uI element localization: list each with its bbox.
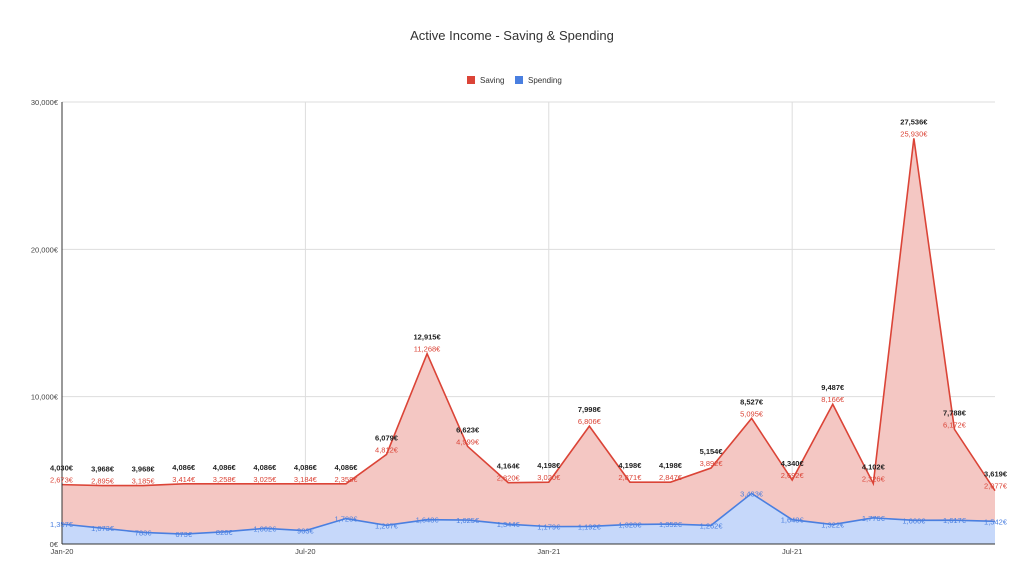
spending-label: 783€ xyxy=(135,528,153,537)
total-label: 7,788€ xyxy=(943,408,967,417)
saving-label: 2,077€ xyxy=(984,482,1008,491)
data-labels: 4,030€ 2,673€ 1,357€ 3,968€ 2,895€ 1,073€ 3,96… xyxy=(50,117,1008,539)
spending-label: 673€ xyxy=(175,530,193,539)
saving-label: 25,930€ xyxy=(900,129,928,138)
total-label: 9,487€ xyxy=(821,383,845,392)
saving-label: 2,673€ xyxy=(50,476,74,485)
x-tick-label: Jan-20 xyxy=(51,547,74,556)
total-label: 4,086€ xyxy=(172,463,196,472)
saving-label: 2,326€ xyxy=(862,475,886,484)
spending-label: 1,648€ xyxy=(781,516,805,525)
spending-label: 1,328€ xyxy=(618,520,642,529)
total-label: 6,623€ xyxy=(456,425,480,434)
spending-label: 1,648€ xyxy=(416,516,440,525)
legend-label-saving: Saving xyxy=(480,76,504,85)
axes: 0€ 10,000€ 20,000€ 30,000€ Jan-20 Jul-20 Jan-2… xyxy=(31,98,995,556)
saving-label: 2,847€ xyxy=(659,473,683,482)
saving-label: 2,895€ xyxy=(91,477,115,486)
saving-label: 2,871€ xyxy=(618,473,642,482)
spending-label: 1,073€ xyxy=(91,524,115,533)
total-label: 4,086€ xyxy=(294,463,318,472)
total-label: 3,968€ xyxy=(91,465,115,474)
spending-label: 903€ xyxy=(297,527,315,536)
total-label: 4,198€ xyxy=(659,461,683,470)
spending-label: 1,179€ xyxy=(537,523,561,532)
spending-label: 1,357€ xyxy=(50,520,74,529)
saving-label: 6,806€ xyxy=(578,417,602,426)
total-label: 4,164€ xyxy=(497,462,521,471)
saving-area xyxy=(62,138,995,545)
saving-label: 3,258€ xyxy=(213,475,237,484)
chart-title: Active Income - Saving & Spending xyxy=(410,28,614,43)
total-label: 4,102€ xyxy=(862,463,886,472)
spending-label: 3,433€ xyxy=(740,489,764,498)
spending-label: 1,192€ xyxy=(578,522,602,531)
spending-label: 1,352€ xyxy=(659,520,683,529)
total-label: 4,198€ xyxy=(537,461,561,470)
saving-label: 3,185€ xyxy=(132,477,156,486)
saving-line xyxy=(61,138,996,492)
y-tick-label: 30,000€ xyxy=(31,98,59,107)
spending-label: 1,344€ xyxy=(497,520,521,529)
total-label: 4,086€ xyxy=(253,463,277,472)
spending-label: 1,062€ xyxy=(253,524,277,533)
x-tick-label: Jul-21 xyxy=(782,547,802,556)
total-label: 4,340€ xyxy=(781,459,805,468)
total-label: 4,198€ xyxy=(618,461,642,470)
saving-label: 5,095€ xyxy=(740,409,764,418)
total-label: 27,536€ xyxy=(900,117,928,126)
total-label: 3,619€ xyxy=(984,470,1008,479)
spending-label: 828€ xyxy=(216,528,234,537)
spending-label: 1,267€ xyxy=(375,521,399,530)
total-label: 4,086€ xyxy=(334,463,358,472)
saving-label: 4,999€ xyxy=(456,437,480,446)
total-label: 8,527€ xyxy=(740,397,764,406)
legend-swatch-spending xyxy=(515,76,523,84)
x-tick-label: Jul-20 xyxy=(295,547,315,556)
plot-area xyxy=(61,138,996,545)
legend: Saving Spending xyxy=(467,76,562,85)
saving-label: 3,892€ xyxy=(700,459,724,468)
saving-label: 3,184€ xyxy=(294,475,318,484)
spending-label: 1,728€ xyxy=(334,515,358,524)
spending-label: 1,625€ xyxy=(456,516,480,525)
total-label: 4,030€ xyxy=(50,464,74,473)
spending-label: 1,542€ xyxy=(984,517,1008,526)
saving-label: 2,692€ xyxy=(781,471,805,480)
spending-area xyxy=(62,493,995,544)
saving-label: 8,166€ xyxy=(821,395,845,404)
spending-line xyxy=(61,492,996,535)
total-label: 4,086€ xyxy=(213,463,237,472)
saving-label: 4,812€ xyxy=(375,445,399,454)
y-tick-label: 20,000€ xyxy=(31,245,59,254)
spending-label: 1,262€ xyxy=(700,521,724,530)
saving-label: 2,358€ xyxy=(334,475,358,484)
saving-label: 11,268€ xyxy=(414,345,441,354)
saving-label: 6,172€ xyxy=(943,420,967,429)
total-label: 3,968€ xyxy=(132,465,156,474)
grid xyxy=(62,101,995,544)
total-label: 6,079€ xyxy=(375,433,399,442)
legend-swatch-saving xyxy=(467,76,475,84)
x-tick-label: Jan-21 xyxy=(537,547,560,556)
saving-label: 3,025€ xyxy=(253,475,277,484)
total-label: 12,915€ xyxy=(414,333,442,342)
spending-label: 1,776€ xyxy=(862,514,886,523)
y-tick-label: 10,000€ xyxy=(31,393,59,402)
saving-label: 3,414€ xyxy=(172,475,196,484)
total-label: 7,998€ xyxy=(578,405,602,414)
spending-label: 1,322€ xyxy=(821,521,845,530)
spending-label: 1,606€ xyxy=(902,516,926,525)
total-label: 5,154€ xyxy=(700,447,724,456)
saving-label: 3,020€ xyxy=(537,473,561,482)
spending-label: 1,617€ xyxy=(943,516,967,525)
legend-label-spending: Spending xyxy=(528,76,562,85)
y-tick-label: 0€ xyxy=(50,540,59,549)
saving-label: 2,820€ xyxy=(497,474,521,483)
